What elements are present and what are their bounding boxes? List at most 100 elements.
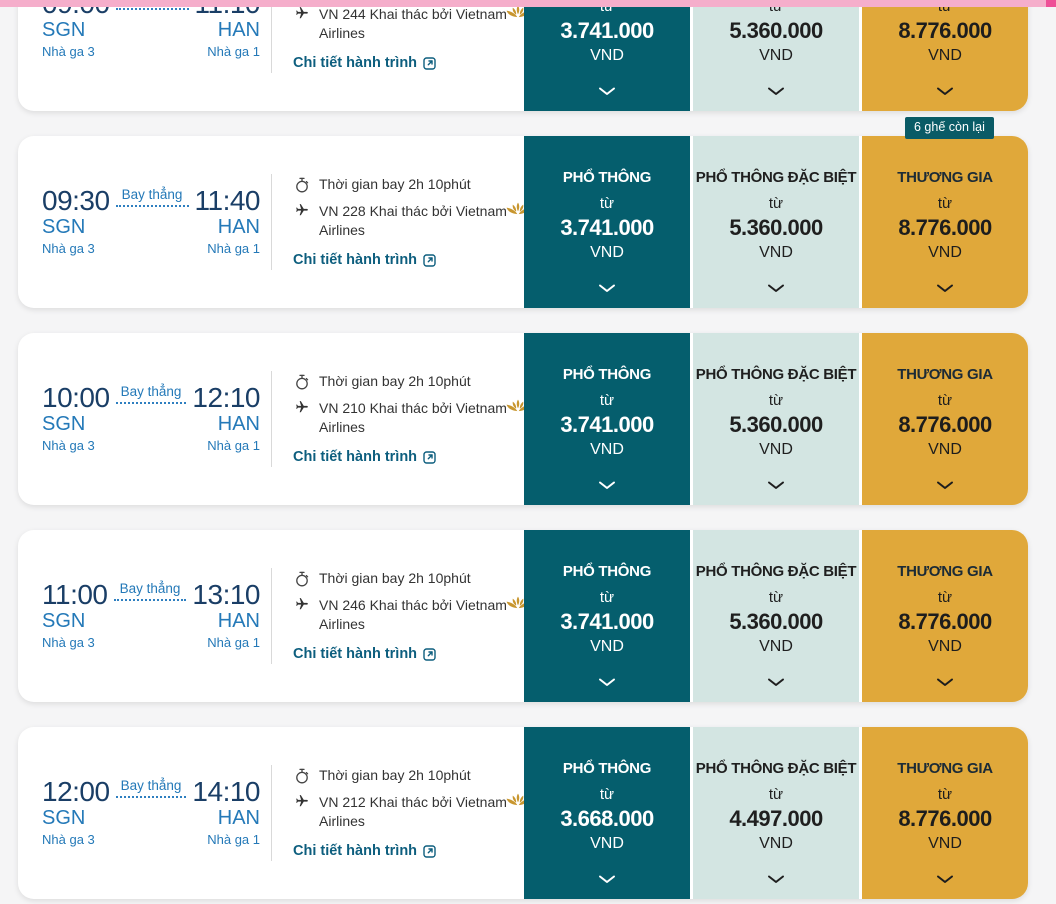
chevron-down-icon[interactable] <box>598 871 616 889</box>
fare-option[interactable]: PHỔ THÔNG từ 3.668.000 VND <box>524 727 690 899</box>
fare-option[interactable]: PHỔ THÔNG từ 3.741.000 VND <box>524 0 690 111</box>
departure-block: 09:30 SGN Nhà ga 3 <box>42 185 110 258</box>
chevron-down-icon[interactable] <box>598 280 616 298</box>
fare-option[interactable]: PHỔ THÔNG ĐẶC BIỆT từ 5.360.000 VND <box>693 333 859 505</box>
fare-from-label: từ <box>768 589 784 606</box>
arrival-airport-code: HAN <box>217 413 260 436</box>
fare-price: 8.776.000 <box>898 18 992 43</box>
fare-option[interactable]: PHỔ THÔNG ĐẶC BIỆT từ 4.497.000 VND <box>693 727 859 899</box>
fare-columns: PHỔ THÔNG từ 3.741.000 VND PHỔ THÔNG ĐẶC… <box>524 136 1028 308</box>
itinerary-details-link[interactable]: Chi tiết hành trình <box>292 252 516 268</box>
operator-line: VN 212 Khai thác bởi Vietnam Airlines <box>292 793 530 831</box>
stopwatch-icon <box>292 767 312 784</box>
chevron-down-icon[interactable] <box>936 674 954 692</box>
vertical-divider <box>271 0 272 73</box>
fare-currency: VND <box>928 244 962 261</box>
chevron-down-icon[interactable] <box>936 83 954 101</box>
chevron-down-icon[interactable] <box>936 280 954 298</box>
fare-option[interactable]: PHỔ THÔNG ĐẶC BIỆT từ 5.360.000 VND <box>693 0 859 111</box>
fare-currency: VND <box>590 835 624 852</box>
fare-class-title: THƯƠNG GIA <box>897 366 993 383</box>
fare-from-label: từ <box>937 195 953 212</box>
chevron-down-icon[interactable] <box>767 674 785 692</box>
direct-flight-label: Bay thẳng <box>120 383 182 399</box>
route-middle: Bay thẳng <box>115 777 187 849</box>
external-link-icon <box>423 648 436 661</box>
airplane-icon <box>292 399 312 414</box>
fare-option[interactable]: THƯƠNG GIA từ 8.776.000 VND <box>862 0 1028 111</box>
arrival-block: 14:10 HAN Nhà ga 1 <box>192 776 260 849</box>
top-strip-accent <box>1046 0 1056 7</box>
flight-summary: 09:00 SGN Nhà ga 3 Bay thẳng 11:10 HAN N… <box>18 0 530 111</box>
fare-class-title: PHỔ THÔNG <box>562 563 652 580</box>
departure-airport-code: SGN <box>42 19 86 42</box>
fare-currency: VND <box>590 47 624 64</box>
schedule-block: 11:00 SGN Nhà ga 3 Bay thẳng 13:10 HAN N… <box>42 579 260 652</box>
chevron-down-icon[interactable] <box>936 871 954 889</box>
fare-price: 3.741.000 <box>560 18 654 43</box>
fare-price: 8.776.000 <box>898 215 992 240</box>
vertical-divider <box>271 765 272 861</box>
itinerary-details-link[interactable]: Chi tiết hành trình <box>292 646 516 662</box>
fare-option[interactable]: THƯƠNG GIA từ 8.776.000 VND <box>862 727 1028 899</box>
departure-airport-code: SGN <box>42 610 86 633</box>
fare-option[interactable]: PHỔ THÔNG từ 3.741.000 VND <box>524 136 690 308</box>
chevron-down-icon[interactable] <box>767 871 785 889</box>
fare-option[interactable]: PHỔ THÔNG ĐẶC BIỆT từ 5.360.000 VND <box>693 530 859 702</box>
route-dotted-line <box>115 204 189 207</box>
operator-line: VN 228 Khai thác bởi Vietnam Airlines <box>292 202 530 240</box>
direct-flight-label: Bay thẳng <box>121 186 183 202</box>
departure-block: 09:00 SGN Nhà ga 3 <box>42 0 110 61</box>
schedule-block: 09:30 SGN Nhà ga 3 Bay thẳng 11:40 HAN N… <box>42 185 261 258</box>
arrival-time: 12:10 <box>192 381 260 413</box>
fare-option[interactable]: PHỔ THÔNG từ 3.741.000 VND <box>524 530 690 702</box>
flight-info: Thời gian bay 2h 10phút VN 212 Khai thác… <box>292 727 530 899</box>
fare-class-title: THƯƠNG GIA <box>897 760 993 777</box>
top-strip <box>0 0 1056 7</box>
chevron-down-icon[interactable] <box>598 83 616 101</box>
operator-line: VN 244 Khai thác bởi Vietnam Airlines <box>292 5 530 43</box>
fare-option[interactable]: PHỔ THÔNG ĐẶC BIỆT từ 5.360.000 VND <box>693 136 859 308</box>
departure-time: 12:00 <box>42 775 110 807</box>
chevron-down-icon[interactable] <box>598 674 616 692</box>
arrival-airport-code: HAN <box>217 216 260 239</box>
itinerary-details-link[interactable]: Chi tiết hành trình <box>292 55 516 71</box>
flight-card: 09:00 SGN Nhà ga 3 Bay thẳng 11:10 HAN N… <box>18 0 1028 111</box>
chevron-down-icon[interactable] <box>767 83 785 101</box>
fare-option[interactable]: THƯƠNG GIA từ 8.776.000 VND <box>862 530 1028 702</box>
route-dotted-line <box>115 7 189 10</box>
fare-price: 3.741.000 <box>560 215 654 240</box>
fare-price: 3.668.000 <box>560 806 654 831</box>
route-dotted-line <box>113 598 187 601</box>
flight-duration: Thời gian bay 2h 10phút <box>319 766 471 783</box>
itinerary-details-link[interactable]: Chi tiết hành trình <box>292 843 516 859</box>
chevron-down-icon[interactable] <box>936 477 954 495</box>
external-link-icon <box>423 845 436 858</box>
external-link-icon <box>423 254 436 267</box>
departure-block: 11:00 SGN Nhà ga 3 <box>42 579 108 652</box>
operated-by-text: VN 246 Khai thác bởi Vietnam Airlines <box>319 596 507 632</box>
flight-summary: 11:00 SGN Nhà ga 3 Bay thẳng 13:10 HAN N… <box>18 530 530 702</box>
fare-option[interactable]: THƯƠNG GIA từ 8.776.000 VND <box>862 136 1028 308</box>
chevron-down-icon[interactable] <box>598 477 616 495</box>
flight-info: Thời gian bay 2h 10phút VN 246 Khai thác… <box>292 530 530 702</box>
fare-currency: VND <box>759 638 793 655</box>
chevron-down-icon[interactable] <box>767 477 785 495</box>
fare-from-label: từ <box>937 786 953 803</box>
operator-line: VN 210 Khai thác bởi Vietnam Airlines <box>292 399 530 437</box>
fare-price: 4.497.000 <box>729 806 823 831</box>
itinerary-details-label: Chi tiết hành trình <box>293 449 418 466</box>
fare-from-label: từ <box>599 589 615 606</box>
chevron-down-icon[interactable] <box>767 280 785 298</box>
arrival-terminal: Nhà ga 1 <box>207 241 260 257</box>
direct-flight-label: Bay thẳng <box>120 777 182 793</box>
fare-price: 5.360.000 <box>729 609 823 634</box>
arrival-block: 11:40 HAN Nhà ga 1 <box>195 185 261 258</box>
fare-option[interactable]: THƯƠNG GIA từ 8.776.000 VND <box>862 333 1028 505</box>
fare-currency: VND <box>590 244 624 261</box>
vertical-divider <box>271 568 272 664</box>
flight-card: 11:00 SGN Nhà ga 3 Bay thẳng 13:10 HAN N… <box>18 530 1028 702</box>
operated-by-text: VN 228 Khai thác bởi Vietnam Airlines <box>319 202 507 238</box>
itinerary-details-link[interactable]: Chi tiết hành trình <box>292 449 516 465</box>
fare-option[interactable]: PHỔ THÔNG từ 3.741.000 VND <box>524 333 690 505</box>
